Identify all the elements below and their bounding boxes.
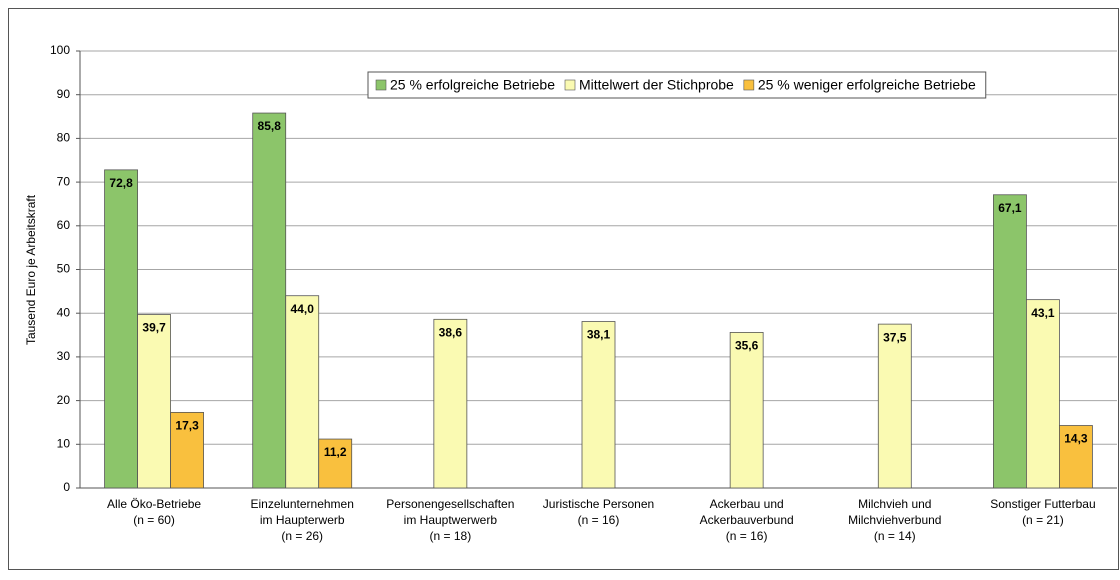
legend-label: 25 % erfolgreiche Betriebe: [390, 77, 555, 93]
y-tick-label: 100: [50, 43, 70, 57]
value-label: 44,0: [291, 302, 315, 316]
value-label: 38,6: [439, 325, 463, 339]
y-tick-label: 10: [57, 436, 71, 450]
x-tick-label: (n = 21): [1022, 513, 1064, 527]
bar: [581, 321, 616, 489]
value-label: 37,5: [883, 330, 907, 344]
bar: [729, 332, 764, 489]
value-label: 43,1: [1031, 306, 1055, 320]
y-tick-label: 80: [57, 131, 71, 145]
value-label: 38,1: [587, 328, 611, 342]
x-tick-label: Milchviehverbund: [848, 513, 941, 527]
value-label: 17,3: [175, 419, 199, 433]
value-label: 85,8: [258, 119, 282, 133]
legend-label: Mittelwert der Stichprobe: [579, 77, 734, 93]
bar: [137, 314, 171, 489]
bar: [1059, 425, 1093, 489]
legend-swatch: [564, 79, 576, 91]
bar: [104, 169, 138, 489]
legend: 25 % erfolgreiche Betriebe Mittelwert der…: [367, 71, 987, 99]
y-tick-label: 40: [57, 305, 71, 319]
bar: [993, 194, 1027, 489]
y-tick-label: 90: [57, 87, 71, 101]
value-label: 39,7: [142, 321, 166, 335]
x-tick-label: (n = 18): [430, 529, 472, 543]
bar: [285, 295, 320, 489]
value-label: 35,6: [735, 339, 759, 353]
legend-swatch: [375, 79, 387, 91]
x-tick-label: (n = 26): [281, 529, 323, 543]
value-label: 11,2: [324, 445, 347, 459]
x-tick-label: Milchvieh und: [858, 497, 931, 511]
x-tick-label: Personengesellschaften: [386, 497, 514, 511]
x-tick-label: Ackerbauverbund: [700, 513, 794, 527]
x-tick-label: Sonstiger Futterbau: [990, 497, 1095, 511]
x-tick-label: Ackerbau und: [710, 497, 784, 511]
x-tick-label: Einzelunternehmen: [251, 497, 354, 511]
legend-label: 25 % weniger erfolgreiche Betriebe: [758, 77, 976, 93]
legend-box: [367, 71, 987, 99]
bar: [318, 438, 353, 489]
x-tick-label: Alle Öko-Betriebe: [107, 497, 201, 511]
x-tick-label: im Hauptwerwerb: [404, 513, 498, 527]
legend-swatch: [743, 79, 755, 91]
bar: [433, 318, 468, 489]
value-label: 14,3: [1064, 432, 1088, 446]
y-tick-label: 60: [57, 218, 71, 232]
y-tick-label: 20: [57, 393, 71, 407]
value-label: 72,8: [109, 176, 133, 190]
x-tick-label: (n = 60): [133, 513, 175, 527]
bar: [252, 112, 287, 489]
x-tick-label: (n = 14): [874, 529, 916, 543]
x-tick-label: im Haupterwerb: [260, 513, 345, 527]
y-tick-label: 70: [57, 174, 71, 188]
x-tick-label: (n = 16): [578, 513, 620, 527]
bar: [1026, 299, 1060, 489]
y-tick-label: 30: [57, 349, 71, 363]
x-tick-label: Juristische Personen: [543, 497, 654, 511]
x-tick-label: (n = 16): [726, 529, 768, 543]
y-axis-title: Tausend Euro je Arbeitskraft: [24, 194, 38, 345]
bar: [877, 323, 912, 489]
y-tick-label: 50: [57, 262, 71, 276]
y-tick-label: 0: [63, 480, 70, 494]
value-label: 67,1: [998, 201, 1022, 215]
bar: [170, 411, 204, 489]
